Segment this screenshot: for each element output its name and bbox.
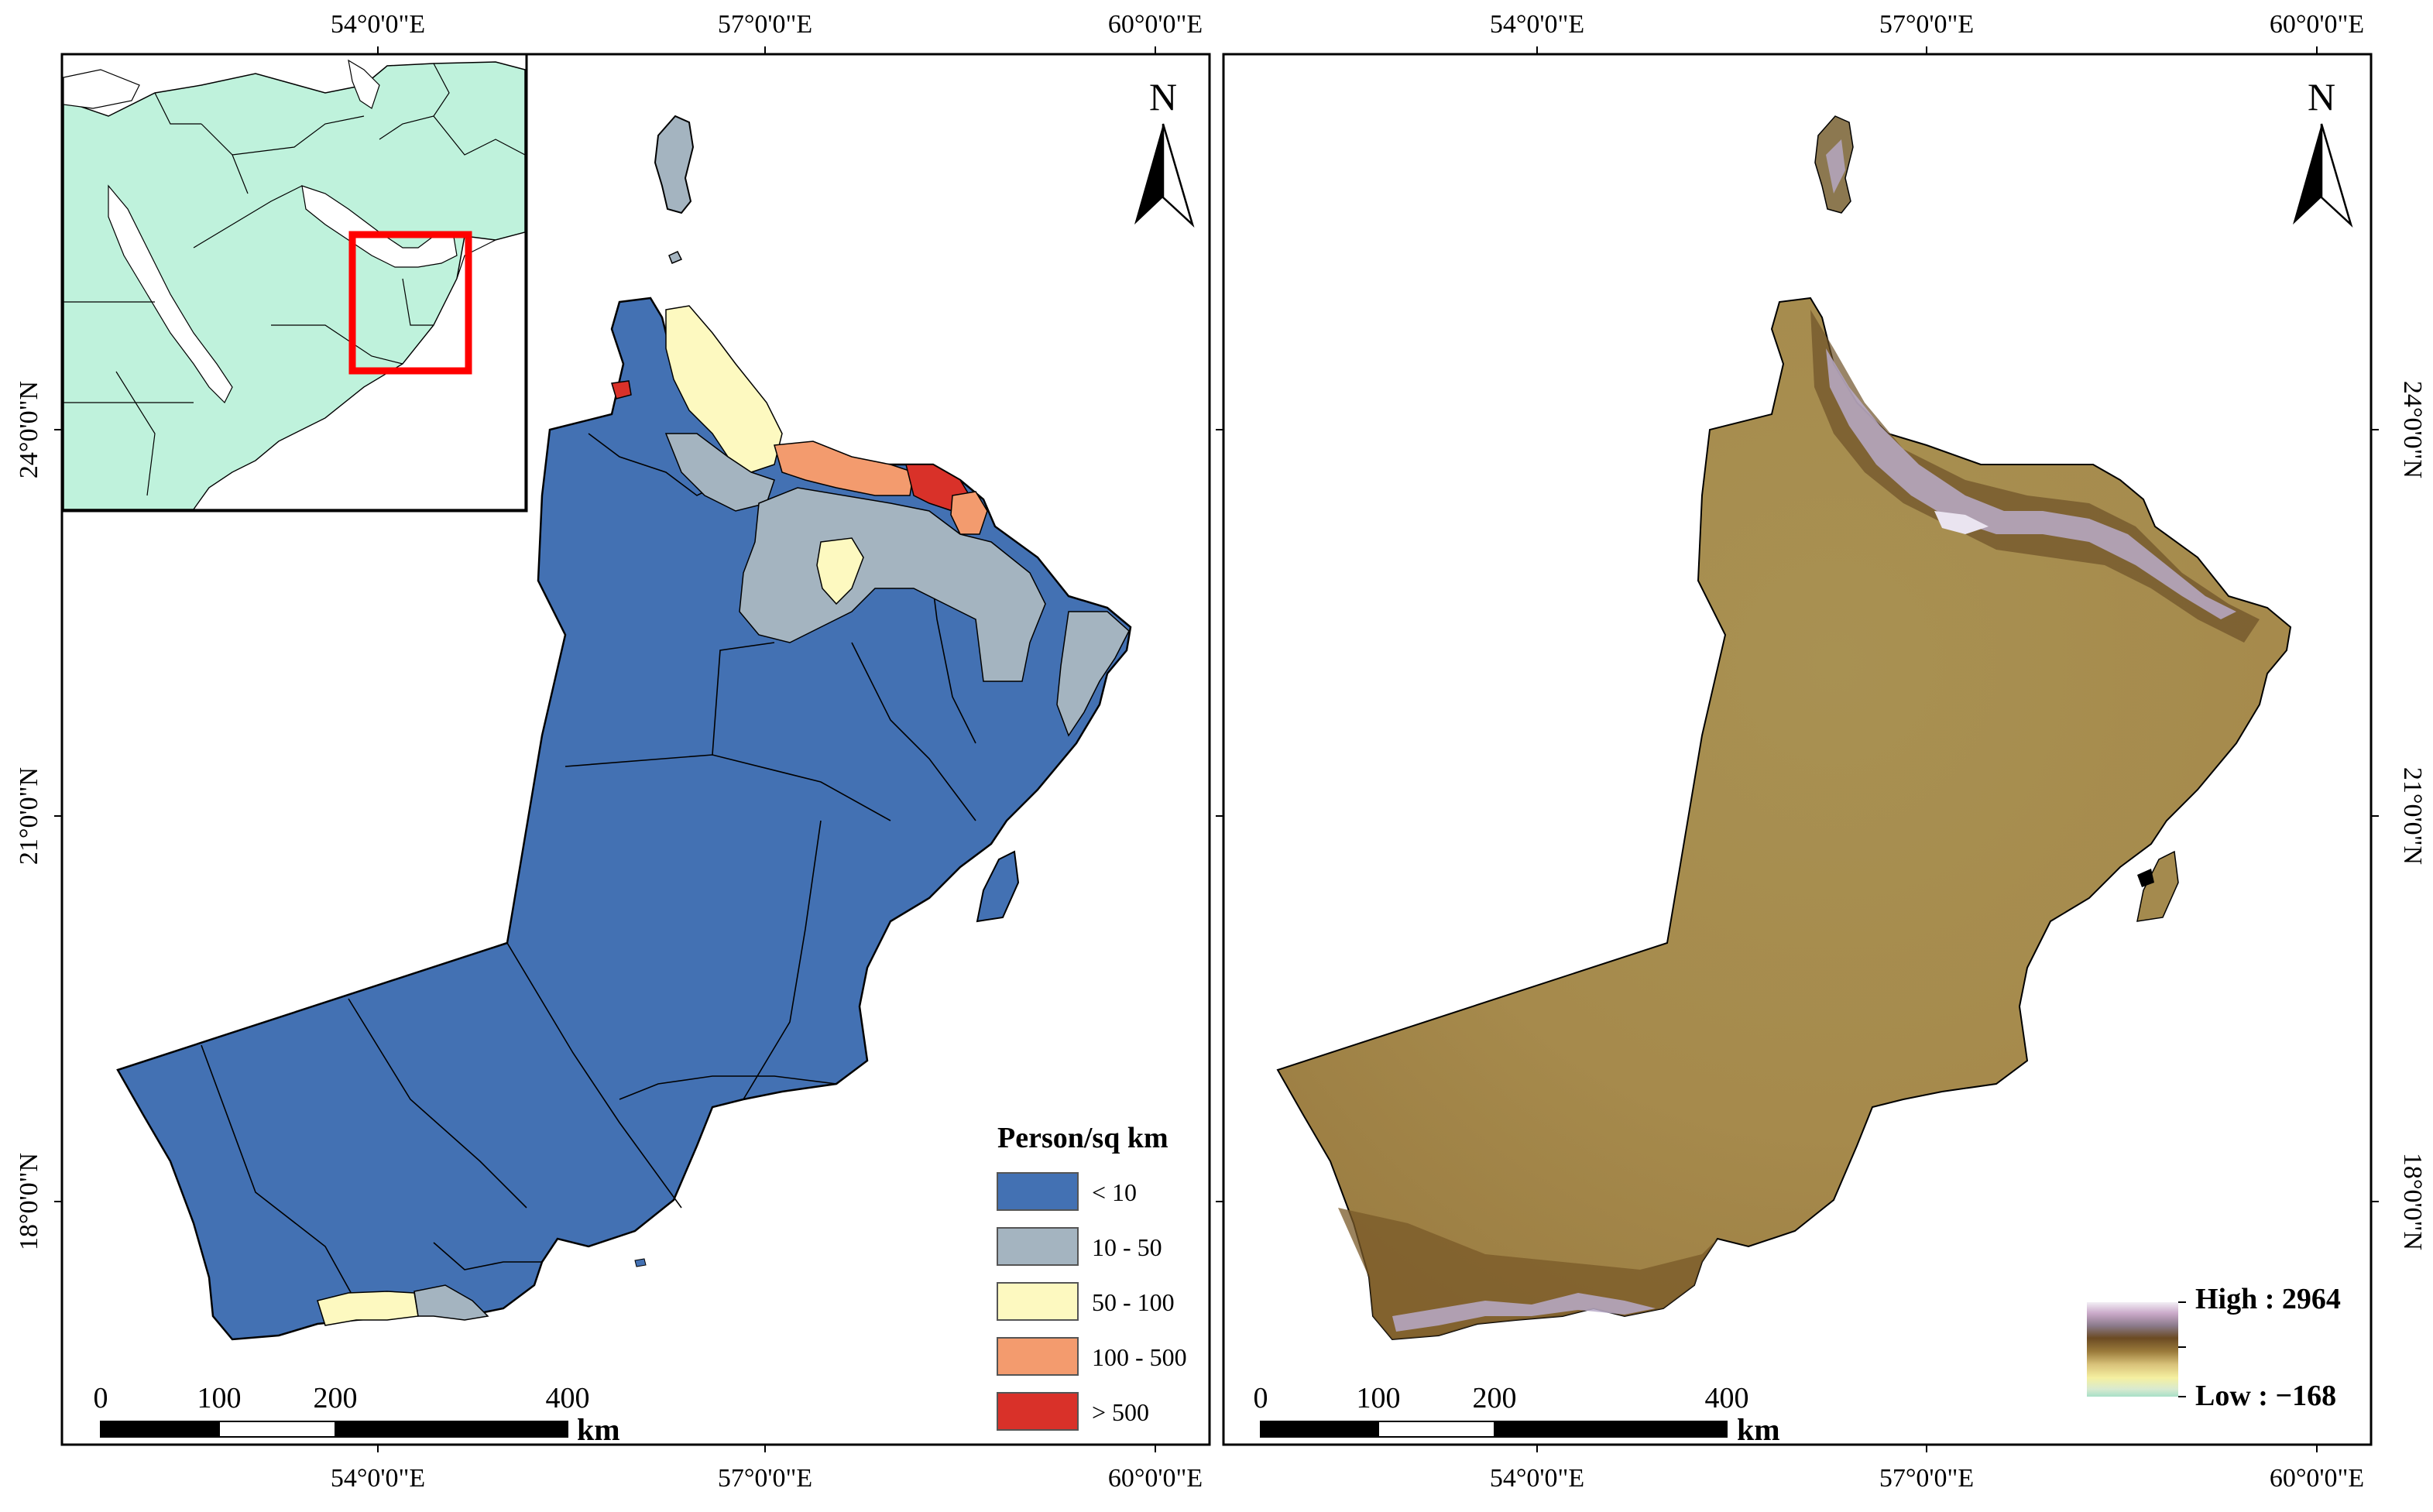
legend-label-4: > 500 — [1092, 1398, 1149, 1426]
study-area-highlight — [348, 231, 472, 375]
dhahirah-10-50 — [664, 433, 775, 512]
elevation-high-label: High : 2964 — [2195, 1283, 2341, 1315]
right-top-lon-label-1: 54°0'0"E — [1490, 10, 1584, 39]
buraimi-high-density — [611, 380, 632, 399]
oman-terrain — [1276, 297, 2292, 1341]
right-top-lon-label-2: 57°0'0"E — [1879, 10, 1974, 39]
left-scale-tick-100: 100 — [197, 1382, 242, 1414]
left-north-label: N — [1149, 75, 1177, 118]
inset-mediterranean — [63, 69, 140, 109]
left-scale-unit: km — [577, 1412, 620, 1447]
right-scale-tick-400: 400 — [1705, 1382, 1749, 1414]
inset-locator-map — [60, 53, 528, 513]
left-lat-label-3: 18°0'0"N — [15, 1153, 43, 1250]
legend-label-2: 50 - 100 — [1092, 1288, 1175, 1316]
nizwa-50-100 — [816, 537, 864, 605]
left-top-lon-label-2: 57°0'0"E — [718, 10, 812, 39]
hajar-peaks — [1826, 348, 2236, 619]
inset-persian-gulf — [301, 185, 458, 268]
masirah-island — [976, 850, 1020, 923]
elevation-ramp — [2087, 1302, 2178, 1397]
left-bottom-lon-label-1: 54°0'0"E — [331, 1464, 425, 1493]
left-tick-marks — [54, 46, 1156, 1452]
left-scale-bar: 0 100 200 400 km — [94, 1382, 620, 1447]
right-bottom-lon-label-3: 60°0'0"E — [2270, 1464, 2364, 1493]
inset-caspian — [348, 59, 380, 109]
right-bottom-lon-label-2: 57°0'0"E — [1879, 1464, 1974, 1493]
left-lat-label-1: 24°0'0"N — [15, 381, 43, 478]
left-top-lon-label-3: 60°0'0"E — [1108, 10, 1203, 39]
left-bottom-lon-label-3: 60°0'0"E — [1108, 1464, 1203, 1493]
left-bottom-lon-label-2: 57°0'0"E — [718, 1464, 812, 1493]
batinah-north-50-100 — [665, 305, 783, 473]
masirah-terrain — [2136, 850, 2179, 922]
oman-population-map — [116, 115, 1132, 1341]
district-boundaries — [201, 433, 976, 1317]
oman-elevation-map — [1276, 115, 2292, 1341]
left-scale-tick-0: 0 — [94, 1382, 108, 1414]
legend-title: Person/sq km — [997, 1122, 1168, 1154]
right-lat-label-2: 21°0'0"N — [2398, 767, 2427, 865]
right-scale-tick-0: 0 — [1254, 1382, 1268, 1414]
taqah-10-50 — [414, 1284, 489, 1321]
legend-swatch-4 — [997, 1392, 1079, 1431]
left-scale-tick-200: 200 — [314, 1382, 358, 1414]
small-island-1 — [634, 1258, 647, 1267]
right-top-lon-label-3: 60°0'0"E — [2270, 10, 2364, 39]
elevation-low-label: Low : −168 — [2195, 1380, 2336, 1412]
legend-label-3: 100 - 500 — [1092, 1343, 1187, 1371]
quriyat-100-500 — [950, 491, 988, 535]
right-tick-marks — [1216, 46, 2379, 1452]
legend-label-1: 10 - 50 — [1092, 1233, 1162, 1261]
dhofar-peaks — [1392, 1293, 1656, 1332]
sharqiyah-coast-10-50 — [1056, 611, 1130, 737]
elevation-legend: High : 2964 Low : −168 — [2087, 1283, 2341, 1412]
right-north-arrow: N — [2293, 75, 2353, 228]
right-scale-tick-200: 200 — [1473, 1382, 1517, 1414]
right-lat-label-3: 18°0'0"N — [2398, 1153, 2427, 1250]
right-scale-bar: 0 100 200 400 km — [1254, 1382, 1780, 1447]
right-bottom-lon-label-1: 54°0'0"E — [1490, 1464, 1584, 1493]
left-lat-label-2: 21°0'0"N — [15, 767, 43, 865]
inset-country-borders — [63, 63, 526, 496]
hajar-highest — [1934, 511, 1989, 534]
right-scale-tick-100: 100 — [1357, 1382, 1401, 1414]
legend-swatch-0 — [997, 1172, 1079, 1211]
batinah-south-100-500 — [774, 441, 915, 496]
right-lat-label-1: 24°0'0"N — [2398, 381, 2427, 478]
left-scale-tick-400: 400 — [546, 1382, 590, 1414]
inset-red-sea — [108, 184, 233, 404]
legend-swatch-3 — [997, 1337, 1079, 1376]
left-top-lon-label-1: 54°0'0"E — [331, 10, 425, 39]
inset-arabian-sea — [192, 231, 526, 510]
left-north-arrow: N — [1134, 75, 1195, 228]
legend-label-0: < 10 — [1092, 1178, 1137, 1206]
legend-swatch-1 — [997, 1227, 1079, 1266]
population-legend: Person/sq km < 10 10 - 50 50 - 100 100 - 50… — [997, 1122, 1187, 1431]
elevation-panel: 54°0'0"E 57°0'0"E 60°0'0"E 54°0'0"E 57°0… — [1216, 10, 2427, 1493]
right-north-label: N — [2308, 75, 2335, 118]
population-density-panel: 54°0'0"E 57°0'0"E 60°0'0"E 54°0'0"E 57°0… — [15, 10, 1211, 1493]
dakhiliyah-10-50 — [739, 487, 1046, 682]
musandam-region — [654, 115, 695, 214]
madha-exclave — [668, 251, 683, 264]
legend-swatch-2 — [997, 1282, 1079, 1321]
right-scale-unit: km — [1737, 1412, 1780, 1447]
